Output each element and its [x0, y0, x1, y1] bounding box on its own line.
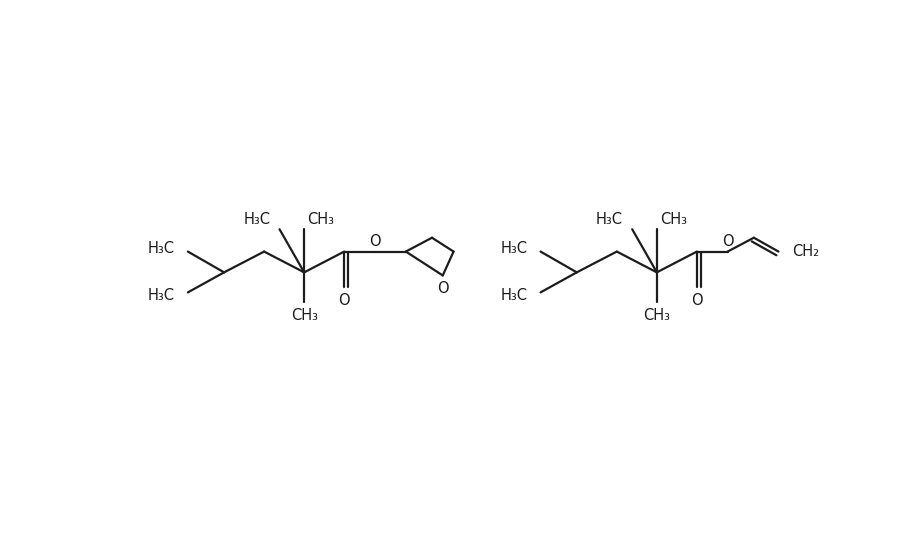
Text: H₃C: H₃C [500, 288, 527, 303]
Text: CH₂: CH₂ [792, 244, 820, 259]
Text: H₃C: H₃C [148, 241, 175, 256]
Text: H₃C: H₃C [148, 288, 175, 303]
Text: H₃C: H₃C [243, 212, 270, 228]
Text: CH₃: CH₃ [307, 212, 334, 228]
Text: O: O [369, 234, 381, 249]
Text: O: O [437, 281, 448, 296]
Text: H₃C: H₃C [500, 241, 527, 256]
Text: CH₃: CH₃ [644, 308, 670, 323]
Text: CH₃: CH₃ [291, 308, 318, 323]
Text: CH₃: CH₃ [660, 212, 687, 228]
Text: O: O [338, 293, 350, 307]
Text: O: O [722, 234, 734, 249]
Text: H₃C: H₃C [596, 212, 623, 228]
Text: O: O [691, 293, 703, 307]
